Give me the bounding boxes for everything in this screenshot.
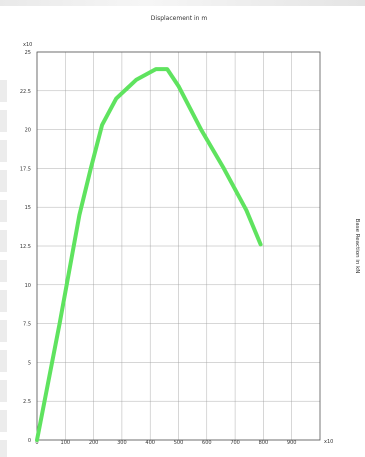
data-point: [59, 323, 61, 325]
data-point: [155, 68, 157, 70]
data-point: [36, 439, 38, 441]
chart-title: Displacement in m: [151, 15, 208, 22]
series-line: [35, 67, 263, 442]
y-tick-label: 2.5: [23, 399, 31, 405]
data-point: [178, 85, 180, 87]
y-tick-label: 17.5: [20, 166, 31, 172]
y-multiplier-label: x10: [23, 42, 32, 48]
x-tick-label: 600: [202, 440, 212, 446]
y-tick-labels: 0 2.5 5 7.5 10 12.5 15 17.5 20 22.5 25: [20, 50, 31, 444]
y-tick-label: 10: [25, 283, 31, 289]
y-tick-label: 12.5: [20, 244, 31, 250]
y-tick-label: 5: [28, 360, 31, 366]
y-tick-label: 0: [28, 438, 31, 444]
data-point: [135, 79, 137, 81]
x-tick-label: 500: [174, 440, 184, 446]
x-tick-label: 0: [35, 440, 38, 446]
y-tick-label: 25: [25, 50, 31, 56]
x-tick-label: 900: [287, 440, 297, 446]
x-tick-label: 800: [259, 440, 269, 446]
data-point: [101, 124, 103, 126]
data-point: [90, 168, 92, 170]
x-tick-label: 700: [230, 440, 240, 446]
y-tick-label: 15: [25, 205, 31, 211]
series-group: [35, 67, 263, 442]
grid-lines: [36, 51, 320, 441]
x-tick-label: 200: [89, 440, 99, 446]
data-point: [260, 244, 262, 246]
y-tick-label: 22.5: [20, 89, 31, 95]
data-point: [223, 168, 225, 170]
x-tick-label: 400: [145, 440, 155, 446]
y-tick-label: 20: [25, 128, 31, 134]
x-tick-label: 100: [61, 440, 71, 446]
x-tick-label: 300: [117, 440, 127, 446]
x-tick-labels: 0 100 200 300 400 500 600 700 800 900: [35, 440, 296, 446]
plot-frame: [36, 51, 321, 441]
y-axis-label: Base Reaction in kN: [354, 219, 360, 274]
data-point: [166, 68, 168, 70]
data-point: [79, 214, 81, 216]
left-decorative-band: [0, 80, 7, 457]
data-point: [115, 98, 117, 100]
y-tick-label: 7.5: [23, 322, 31, 328]
top-decorative-band: [0, 0, 365, 6]
x-multiplier-label: x10: [324, 439, 333, 445]
data-point: [246, 210, 248, 212]
data-point: [200, 129, 202, 131]
